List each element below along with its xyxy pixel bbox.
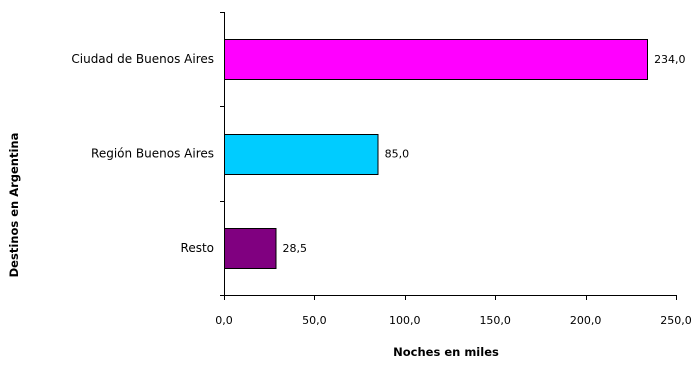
x-axis-title: Noches en miles: [393, 345, 499, 359]
data-label: 85,0: [385, 148, 410, 161]
category-label: Región Buenos Aires: [91, 147, 214, 161]
x-tick-label: 150,0: [479, 314, 511, 327]
x-tick-label: 200,0: [570, 314, 602, 327]
bars: [224, 39, 649, 269]
category-label: Resto: [181, 241, 214, 255]
x-tick-label: 100,0: [389, 314, 421, 327]
bar: [224, 134, 379, 175]
x-tick-label: 50,0: [302, 314, 327, 327]
y-axis-title: Destinos en Argentina: [7, 133, 21, 278]
bar: [224, 39, 649, 80]
data-labels: 234,0 85,0 28,5: [283, 53, 686, 255]
x-axis-ticks: [224, 295, 677, 300]
data-label: 234,0: [654, 53, 686, 66]
bar: [224, 228, 277, 269]
category-label: Ciudad de Buenos Aires: [71, 52, 214, 66]
x-tick-labels: 0,0 50,0 100,0 150,0 200,0 250,0: [215, 314, 691, 327]
x-tick-label: 0,0: [215, 314, 233, 327]
data-label: 28,5: [283, 242, 308, 255]
y-axis-ticks: [220, 12, 224, 296]
category-labels: Ciudad de Buenos Aires Región Buenos Aire…: [71, 52, 214, 255]
x-tick-label: 250,0: [660, 314, 691, 327]
